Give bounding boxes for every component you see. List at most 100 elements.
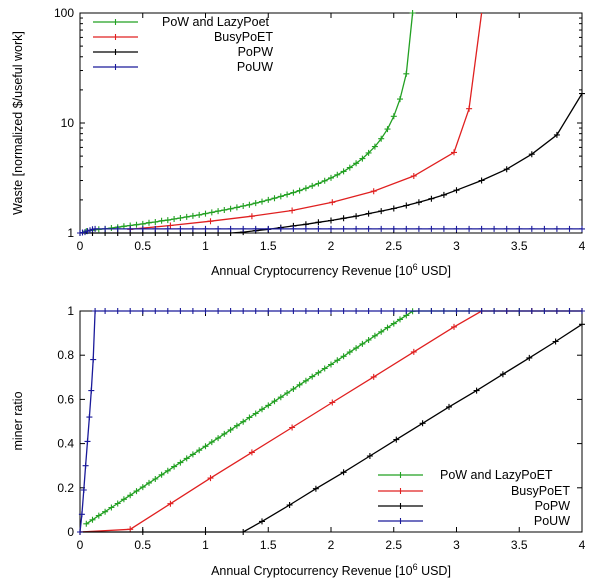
waste-point-popw xyxy=(340,215,347,222)
waste-point-pouw xyxy=(478,225,485,232)
miner-ratio-point-pow-and-lazypoet xyxy=(95,512,102,519)
waste-point-pow-and-lazypoet xyxy=(353,160,360,167)
miner-ratio-point-pouw xyxy=(240,308,247,314)
miner-ratio-point-pow-and-lazypoet xyxy=(127,492,134,499)
legend-marker xyxy=(112,64,119,70)
waste-point-pouw xyxy=(553,225,560,232)
waste-x-tick-label: 3.5 xyxy=(511,239,528,253)
miner-ratio-point-pouw xyxy=(503,308,510,314)
miner-ratio-x-tick-label: 2.5 xyxy=(385,538,402,552)
miner-ratio-line-popw xyxy=(80,323,583,533)
waste-x-tick-label: 0 xyxy=(77,239,84,253)
waste-line-pouw xyxy=(79,228,582,234)
miner-ratio-point-pouw xyxy=(478,308,485,314)
miner-ratio-point-busypoet xyxy=(167,500,174,507)
miner-ratio-point-pouw xyxy=(579,308,585,314)
waste-point-popw xyxy=(378,208,385,215)
waste-point-popw xyxy=(415,199,422,206)
miner-ratio-y-tick-label: 0.2 xyxy=(57,481,74,495)
miner-ratio-point-pow-and-lazypoet xyxy=(277,394,284,401)
miner-ratio-point-pow-and-lazypoet xyxy=(321,365,328,372)
waste-point-pow-and-lazypoet xyxy=(390,113,397,120)
legend-marker xyxy=(112,49,119,55)
waste-point-busypoet xyxy=(329,199,336,206)
miner-ratio-point-popw xyxy=(393,436,400,443)
waste-point-pow-and-lazypoet xyxy=(346,164,353,171)
waste-point-popw xyxy=(365,210,372,217)
legend-marker xyxy=(397,518,404,524)
miner-ratio-point-pouw xyxy=(114,308,121,314)
legend-item-pow-lazypoet-2: PoW and LazyPoET xyxy=(378,468,553,482)
miner-ratio-point-pouw xyxy=(541,308,548,314)
waste-point-pow-and-lazypoet xyxy=(146,219,152,226)
miner-ratio-x-tick-label: 1 xyxy=(202,538,209,552)
miner-ratio-point-pow-and-lazypoet xyxy=(158,471,165,478)
miner-ratio-point-pouw xyxy=(403,308,410,314)
miner-ratio-point-pow-and-lazypoet xyxy=(139,484,146,491)
miner-ratio-point-pouw xyxy=(86,414,93,421)
miner-ratio-chart: 0 0.5 1 1.5 2 2.5 3 3.5 4 0 0.2 0.4 0.6 0.8 1 miner r… xyxy=(11,304,586,578)
miner-ratio-point-pouw xyxy=(252,308,259,314)
legend-marker xyxy=(112,34,119,40)
miner-ratio-point-pouw xyxy=(353,308,360,314)
miner-ratio-line-busypoet xyxy=(79,310,582,533)
miner-ratio-point-pow-and-lazypoet xyxy=(233,422,240,429)
miner-ratio-point-pow-and-lazypoet xyxy=(328,361,334,368)
miner-ratio-point-popw xyxy=(552,338,559,345)
legend-label-popw: PoPW xyxy=(238,45,274,59)
waste-series xyxy=(77,10,585,236)
miner-ratio-point-pouw xyxy=(566,308,573,314)
waste-point-popw xyxy=(528,151,535,158)
legend-label-pouw: PoUW xyxy=(237,60,273,74)
waste-point-busypoet xyxy=(466,105,473,112)
waste-point-pow-and-lazypoet xyxy=(221,207,228,213)
miner-ratio-point-pouw xyxy=(315,308,322,314)
waste-point-pouw xyxy=(92,225,99,232)
waste-point-pow-and-lazypoet xyxy=(302,185,309,192)
miner-ratio-point-pouw xyxy=(265,308,272,314)
miner-ratio-point-pouw xyxy=(390,308,397,314)
waste-point-pouw xyxy=(127,225,134,232)
miner-ratio-point-pouw xyxy=(277,308,284,314)
waste-point-pouw xyxy=(302,225,309,232)
miner-ratio-point-pow-and-lazypoet xyxy=(221,430,228,437)
miner-ratio-point-pouw xyxy=(177,308,184,314)
waste-point-pouw xyxy=(541,225,548,232)
waste-point-popw xyxy=(553,131,560,138)
waste-point-pow-and-lazypoet xyxy=(371,143,378,150)
miner-ratio-point-pow-and-lazypoet xyxy=(397,316,403,323)
miner-ratio-point-pow-and-lazypoet xyxy=(83,520,90,527)
waste-point-pouw xyxy=(390,225,397,232)
miner-ratio-point-pow-and-lazypoet xyxy=(296,381,303,388)
waste-point-pow-and-lazypoet xyxy=(152,219,159,225)
miner-ratio-point-popw xyxy=(312,485,319,492)
miner-ratio-x-tick-label: 4 xyxy=(579,538,586,552)
waste-y-tick-label: 1 xyxy=(67,226,74,240)
miner-ratio-y-tick-label: 0.6 xyxy=(57,392,74,406)
miner-ratio-series-pow-and-lazypoet xyxy=(83,308,585,527)
miner-ratio-point-busypoet xyxy=(127,526,134,533)
waste-x-axis-label: Annual Cryptocurrency Revenue [106 USD] xyxy=(211,262,451,278)
legend-marker xyxy=(397,472,404,478)
legend-marker xyxy=(397,503,404,509)
miner-ratio-point-popw xyxy=(499,371,506,378)
waste-point-popw xyxy=(353,213,360,220)
waste-chart: 0 0.5 1 1.5 2 2.5 3 3.5 4 1 10 100 Waste [normaliz… xyxy=(11,6,586,278)
waste-point-pow-and-lazypoet xyxy=(202,210,209,217)
waste-x-tick-label: 1.5 xyxy=(260,239,277,253)
waste-series-busypoet xyxy=(127,12,483,233)
waste-point-pouw xyxy=(353,225,360,232)
waste-point-pouw xyxy=(290,225,297,232)
waste-point-pow-and-lazypoet xyxy=(378,135,385,142)
miner-ratio-y-axis-label: miner ratio xyxy=(11,391,25,450)
miner-ratio-point-popw xyxy=(526,354,533,361)
miner-ratio-point-pow-and-lazypoet xyxy=(171,463,178,470)
miner-ratio-point-pow-and-lazypoet xyxy=(114,500,121,507)
miner-ratio-point-pouw xyxy=(340,308,347,314)
waste-point-pow-and-lazypoet xyxy=(259,198,265,205)
miner-ratio-point-busypoet xyxy=(370,373,377,380)
miner-ratio-point-pouw xyxy=(328,308,334,314)
miner-ratio-y-tick-label: 0 xyxy=(67,525,74,539)
legend-item-popw-2: PoPW xyxy=(378,499,570,513)
waste-point-pouw xyxy=(365,225,372,232)
